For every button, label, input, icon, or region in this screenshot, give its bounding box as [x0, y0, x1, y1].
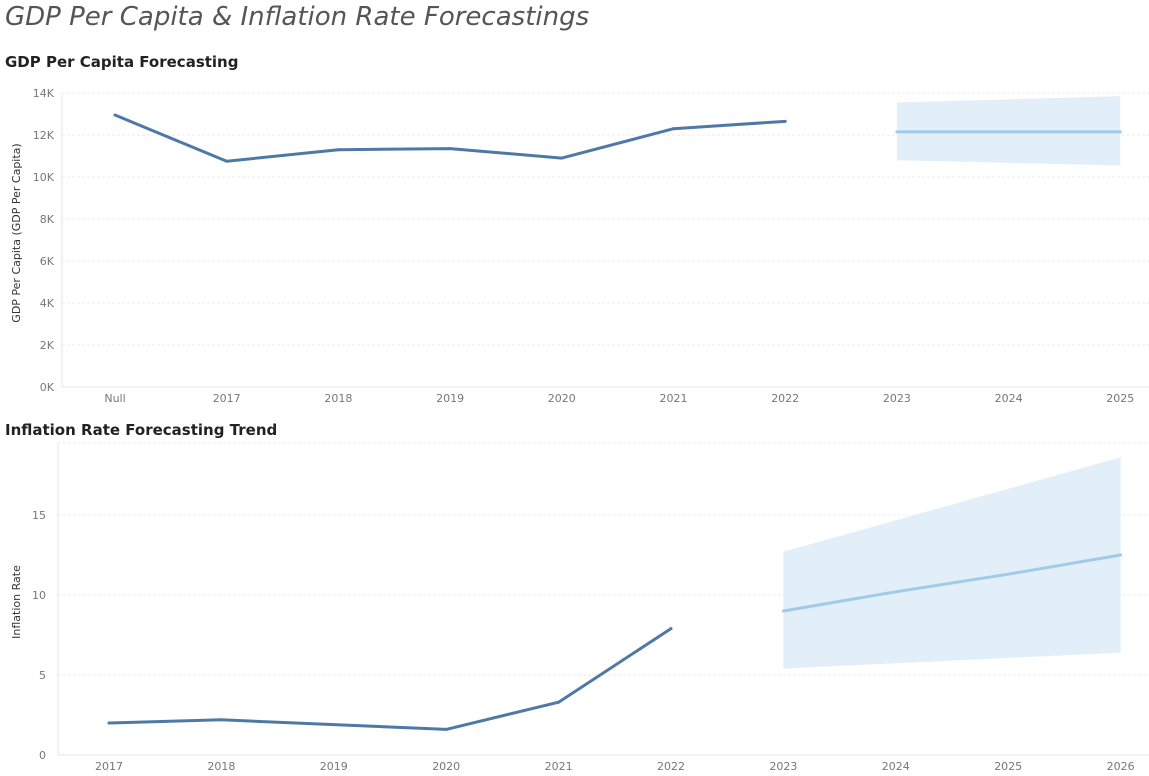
inflation-chart-title: Inflation Rate Forecasting Trend — [5, 421, 278, 439]
gdp-actual-point — [448, 147, 452, 151]
gdp-y-tick-label: 14K — [33, 87, 55, 100]
gdp-y-tick-label: 10K — [33, 171, 55, 184]
gdp-x-tick-label: 2019 — [436, 392, 464, 405]
gdp-actual-point — [672, 127, 675, 131]
inflation-forecast-point — [1119, 553, 1122, 557]
inflation-x-tick-label: 2026 — [1107, 760, 1135, 773]
gdp-actual-point — [337, 148, 340, 152]
gdp-chart-title: GDP Per Capita Forecasting — [5, 53, 239, 71]
inflation-actual-point — [557, 700, 560, 704]
gdp-x-tick-label: Null — [104, 392, 125, 405]
gdp-actual-point — [225, 159, 229, 163]
inflation-x-tick-label: 2019 — [320, 760, 348, 773]
inflation-y-tick-label: 10 — [32, 589, 46, 602]
inflation-x-tick-label: 2021 — [545, 760, 573, 773]
inflation-x-tick-label: 2025 — [994, 760, 1022, 773]
gdp-x-tick-label: 2022 — [771, 392, 799, 405]
gdp-y-tick-label: 2K — [40, 339, 55, 352]
gdp-actual-point — [560, 156, 564, 160]
gdp-forecast-point — [1118, 130, 1122, 134]
gdp-actual-point — [783, 119, 787, 123]
inflation-forecast-band — [783, 457, 1121, 669]
inflation-x-tick-label: 2018 — [207, 760, 235, 773]
gdp-actual-point — [113, 113, 117, 117]
inflation-x-tick-label: 2023 — [769, 760, 797, 773]
inflation-y-tick-label: 5 — [39, 669, 46, 682]
inflation-x-tick-label: 2024 — [882, 760, 910, 773]
gdp-y-tick-label: 12K — [33, 129, 55, 142]
inflation-actual-point — [107, 721, 111, 725]
gdp-chart: 0K 2K 4K 6K 8K 10K 12K 14K Null 2017 2018 2019 2020 2… — [10, 87, 1149, 405]
inflation-x-tick-label: 2020 — [432, 760, 460, 773]
gdp-x-tick-label: 2021 — [660, 392, 688, 405]
gdp-x-tick-label: 2024 — [995, 392, 1023, 405]
gdp-y-tick-label: 6K — [40, 255, 55, 268]
inflation-actual-point — [669, 627, 673, 630]
inflation-actual-point — [444, 728, 448, 731]
gdp-y-tick-label: 0K — [40, 381, 55, 394]
inflation-forecast-point — [782, 609, 785, 613]
inflation-x-tick-label: 2017 — [95, 760, 123, 773]
inflation-y-tick-label: 15 — [32, 509, 46, 522]
gdp-x-tick-label: 2025 — [1106, 392, 1134, 405]
inflation-actual-point — [220, 718, 223, 722]
gdp-y-tick-label: 4K — [40, 297, 55, 310]
inflation-actual-line — [107, 627, 673, 731]
gdp-x-tick-label: 2023 — [883, 392, 911, 405]
gdp-x-tick-label: 2020 — [548, 392, 576, 405]
inflation-forecast-point — [894, 590, 898, 594]
inflation-y-axis-title: Inflation Rate — [10, 565, 23, 639]
gdp-forecast-point — [895, 130, 899, 134]
gdp-y-tick-label: 8K — [40, 213, 55, 226]
inflation-y-tick-label: 0 — [39, 749, 46, 762]
gdp-x-tick-label: 2017 — [213, 392, 241, 405]
gdp-x-tick-label: 2018 — [324, 392, 352, 405]
gdp-y-axis-title: GDP Per Capita (GDP Per Capita) — [10, 143, 23, 322]
dashboard-title: GDP Per Capita & Inflation Rate Forecast… — [5, 2, 590, 32]
inflation-forecast-point — [1006, 572, 1010, 576]
inflation-actual-point — [332, 723, 336, 726]
inflation-x-tick-label: 2022 — [657, 760, 685, 773]
inflation-forecast-line — [781, 553, 1123, 613]
